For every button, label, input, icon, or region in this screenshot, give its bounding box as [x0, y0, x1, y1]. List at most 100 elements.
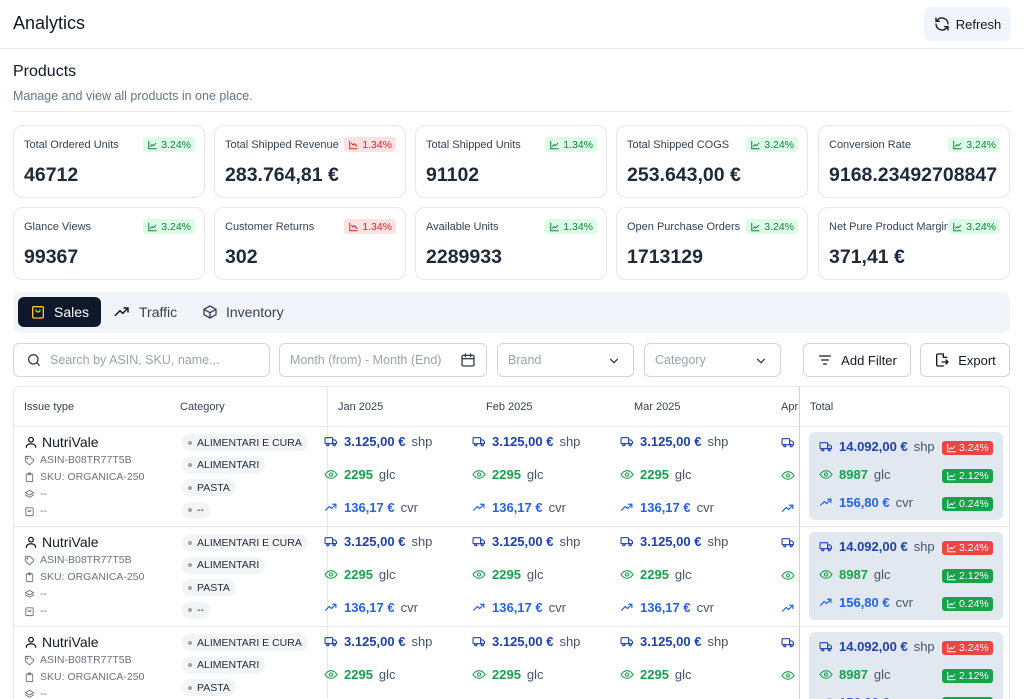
month-glance: 2295 glc [324, 567, 396, 582]
tag-icon [24, 555, 35, 566]
total-glance: 8987 glc [819, 567, 891, 582]
total-summary: 14.092,00 € shp 3.24% 8987 glc 2.12% 156,80 € c… [809, 532, 1003, 620]
metric-change-value: 1.34% [563, 138, 593, 151]
eye-icon [781, 669, 795, 682]
shipped-unit: shp [913, 539, 935, 554]
month-shipped: 3.125,00 € shp [472, 534, 580, 549]
column-divider [799, 387, 800, 699]
conversion-value: 136,17 € [492, 500, 543, 515]
total-conversion-badge: 0.24% [942, 497, 993, 511]
column-header-apr[interactable]: Apr [781, 401, 799, 413]
clipboard-icon [24, 571, 35, 583]
truck-icon [472, 535, 486, 548]
conversion-unit: cvr [400, 500, 418, 515]
column-header-total[interactable]: Total [810, 401, 834, 413]
category-chip-label: ALIMENTARI [197, 459, 260, 471]
column-header-jan[interactable]: Jan 2025 [338, 401, 384, 413]
total-shipped: 14.092,00 € shp [819, 539, 935, 554]
truck-icon [472, 435, 486, 448]
month-shipped: 3.125,00 € shp [324, 434, 432, 449]
column-header-feb[interactable]: Feb 2025 [486, 401, 533, 413]
total-glance: 8987 glc [819, 667, 891, 682]
total-conversion-badge: 0.24% [942, 597, 993, 611]
category-chip-label: PASTA [197, 581, 230, 594]
glance-unit: glc [378, 667, 396, 682]
trend-up-icon [946, 599, 957, 609]
search-input[interactable]: Search by ASIN, SKU, name... [13, 343, 270, 377]
month-glance: 2295 glc [620, 667, 692, 682]
shopping-bag-icon [30, 304, 46, 320]
metric-value: 91102 [426, 164, 480, 186]
bullet-icon [188, 463, 192, 467]
bullet-icon [188, 508, 192, 512]
trend-up-icon [946, 643, 957, 653]
table-row[interactable]: NutriVale ASIN-B08TR77T5B SKU: ORGANICA-25… [14, 527, 1009, 627]
month-glance: 2295 glc [620, 567, 692, 582]
refresh-button[interactable]: Refresh [924, 7, 1011, 41]
total-glance-change: 2.12% [959, 570, 989, 582]
table-row[interactable]: NutriVale ASIN-B08TR77T5B SKU: ORGANICA-25… [14, 627, 1009, 699]
bullet-icon [188, 663, 192, 667]
tab-sales[interactable]: Sales [18, 297, 101, 327]
clipboard-icon [24, 671, 35, 683]
product-name[interactable]: NutriVale [24, 534, 99, 550]
export-button[interactable]: Export [920, 343, 1010, 377]
trend-up-icon [472, 501, 486, 514]
glance-value: 2295 [640, 467, 669, 482]
category-placeholder: Category [655, 353, 706, 367]
shipped-unit: shp [411, 634, 433, 649]
refresh-label: Refresh [955, 16, 1002, 32]
brand-select[interactable]: Brand [497, 343, 634, 377]
glance-unit: glc [526, 467, 544, 482]
metric-value: 46712 [24, 164, 79, 186]
tab-traffic[interactable]: Traffic [101, 297, 189, 327]
month-range-placeholder: Month (from) - Month (End) [290, 353, 442, 367]
glance-value: 2295 [492, 667, 521, 682]
eye-icon [620, 568, 634, 581]
bullet-icon [188, 540, 192, 545]
table-row[interactable]: NutriVale ASIN-B08TR77T5B SKU: ORGANICA-25… [14, 427, 1009, 527]
product-name[interactable]: NutriVale [24, 634, 99, 650]
shipped-value: 3.125,00 € [492, 434, 554, 449]
metric-card: Total Shipped Revenue 1.34% 283.764,81 € [214, 125, 406, 198]
glance-unit: glc [674, 667, 692, 682]
glance-value: 2295 [344, 567, 373, 582]
product-name[interactable]: NutriVale [24, 434, 99, 450]
shipped-unit: shp [707, 534, 729, 549]
total-shipped-change: 3.24% [959, 542, 989, 554]
brand-placeholder: Brand [508, 353, 542, 367]
month-range-picker[interactable]: Month (from) - Month (End) [279, 343, 487, 377]
shipped-unit: shp [559, 534, 581, 549]
column-header-issue-type[interactable]: Issue type [24, 401, 75, 413]
trend-up-icon [946, 571, 957, 581]
metric-value: 283.764,81 € [225, 164, 339, 186]
product-asin: ASIN-B08TR77T5B [24, 454, 132, 466]
page-title: Products [13, 63, 77, 80]
glance-value: 2295 [344, 467, 373, 482]
tab-inventory[interactable]: Inventory [190, 297, 296, 327]
shopping-bag-icon [24, 506, 35, 517]
table-header-divider [14, 426, 1009, 427]
category-select[interactable]: Category [644, 343, 781, 377]
month-glance: 2295 glc [472, 567, 544, 582]
column-header-mar[interactable]: Mar 2025 [634, 401, 681, 413]
product-asin-text: ASIN-B08TR77T5B [40, 554, 132, 566]
metric-label: Total Shipped Units [426, 139, 521, 151]
truck-icon [781, 536, 795, 549]
eye-icon [324, 468, 338, 481]
column-header-category[interactable]: Category [180, 401, 225, 413]
eye-icon [472, 568, 486, 581]
glance-unit: glc [378, 567, 396, 582]
month-shipped: 3.125,00 € shp [620, 634, 728, 649]
shipped-unit: shp [913, 639, 935, 654]
metric-change-value: 3.24% [161, 220, 191, 233]
month-glance: 2295 glc [472, 667, 544, 682]
shipped-value: 3.125,00 € [492, 634, 554, 649]
total-glance-badge: 2.12% [942, 669, 993, 683]
metric-card: Net Pure Product Margin 3.24% 371,41 € [818, 207, 1010, 280]
month-conversion: 136,17 € cvr [472, 500, 566, 515]
metric-change-badge: 1.34% [545, 137, 597, 152]
add-filter-button[interactable]: Add Filter [803, 343, 911, 377]
calendar-icon [460, 352, 476, 368]
shopping-bag-icon [24, 606, 35, 617]
